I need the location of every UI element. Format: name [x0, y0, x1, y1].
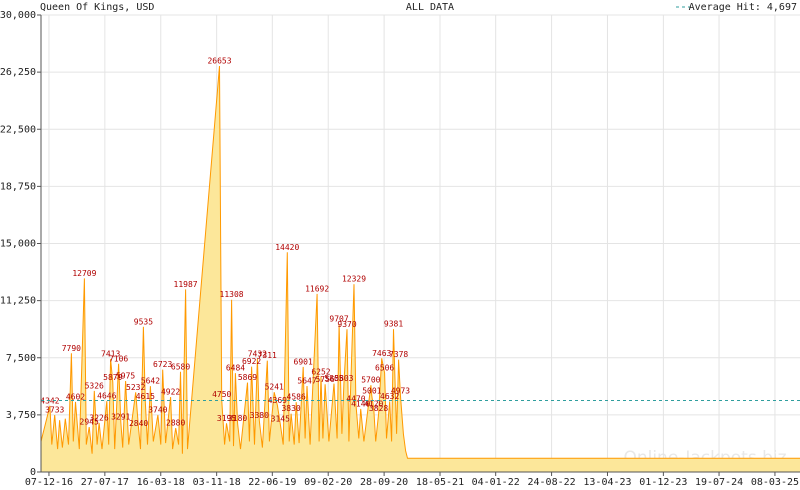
x-tick-label: 08-03-25: [751, 477, 799, 488]
data-label: 3380: [250, 411, 269, 420]
data-label: 7106: [109, 354, 128, 363]
data-label: 4632: [380, 392, 399, 401]
x-tick-label: 04-01-22: [472, 477, 520, 488]
data-label: 6901: [294, 357, 313, 366]
data-label: 4750: [212, 390, 231, 399]
data-label: 7311: [258, 351, 277, 360]
data-label: 4342: [40, 396, 59, 405]
x-tick-label: 22-06-19: [248, 477, 296, 488]
data-label: 9707: [329, 315, 348, 324]
data-label: 7378: [389, 350, 408, 359]
data-label: 5975: [116, 371, 135, 380]
data-label: 12709: [72, 269, 96, 278]
y-tick-label: 3,750: [6, 410, 36, 421]
data-label: 11308: [220, 290, 244, 299]
data-label: 3830: [281, 404, 300, 413]
data-label: 9381: [384, 320, 403, 329]
x-tick-label: 13-04-23: [583, 477, 631, 488]
data-label: 5700: [361, 376, 380, 385]
data-label: 5326: [85, 381, 104, 390]
data-label: 4973: [391, 387, 410, 396]
data-label: 2945: [80, 418, 99, 427]
data-label: 4140: [351, 399, 370, 408]
data-label: 4586: [287, 393, 306, 402]
data-label: 6484: [226, 364, 245, 373]
data-label: 5805: [324, 374, 343, 383]
x-tick-label: 18-05-21: [416, 477, 464, 488]
data-label: 9370: [337, 320, 356, 329]
chart-title: Queen Of Kings, USD: [40, 2, 154, 13]
data-label: 4470: [346, 394, 365, 403]
y-tick-label: 11,250: [0, 296, 36, 307]
data-label: 7463: [372, 349, 391, 358]
data-label: 6922: [242, 357, 261, 366]
data-label: 5803: [334, 374, 353, 383]
data-label: 11692: [305, 284, 329, 293]
legend-label: Average Hit: 4,697: [689, 2, 797, 13]
data-label: 11987: [174, 280, 198, 289]
line: [40, 65, 800, 459]
data-label: 7432: [248, 349, 267, 358]
data-label: 4615: [136, 392, 155, 401]
data-label: 4602: [66, 392, 85, 401]
data-label: 5756: [315, 375, 334, 384]
chart-subtitle: ALL DATA: [406, 2, 454, 13]
y-tick-label: 7,500: [6, 353, 36, 364]
data-label: 12329: [342, 275, 366, 284]
y-tick-label: 30,000: [0, 10, 36, 21]
data-label: 4922: [161, 388, 180, 397]
data-label: 9535: [134, 317, 153, 326]
data-label: 6580: [171, 362, 190, 371]
data-label: 3733: [45, 406, 64, 415]
x-tick-label: 09-02-20: [304, 477, 352, 488]
data-label: 7790: [62, 344, 81, 353]
data-label: 5001: [362, 386, 381, 395]
data-label: 3740: [148, 406, 167, 415]
x-tick-label: 07-12-16: [25, 477, 73, 488]
x-tick-label: 28-09-20: [360, 477, 408, 488]
y-tick-label: 26,250: [0, 67, 36, 78]
y-tick-label: 15,000: [0, 239, 36, 250]
data-label: 3180: [228, 414, 247, 423]
data-label: 3195: [217, 414, 236, 423]
data-label: 5232: [126, 383, 145, 392]
x-tick-label: 24-08-22: [527, 477, 575, 488]
data-label: 7413: [101, 350, 120, 359]
x-tick-label: 16-03-18: [137, 477, 185, 488]
data-label: 5647: [297, 376, 316, 385]
x-tick-label: 03-11-18: [193, 477, 241, 488]
data-label: 3145: [271, 415, 290, 424]
x-tick-label: 27-07-17: [81, 477, 129, 488]
data-label: 26653: [207, 56, 231, 65]
data-label: 4646: [97, 392, 116, 401]
data-label: 14420: [275, 243, 299, 252]
data-label: 3226: [89, 413, 108, 422]
data-label: 3828: [369, 404, 388, 413]
data-label: 5879: [103, 373, 122, 382]
data-label: 6252: [311, 367, 330, 376]
data-label: 6506: [375, 363, 394, 372]
y-tick-label: 18,750: [0, 181, 36, 192]
x-tick-label: 01-12-23: [639, 477, 687, 488]
data-label: 2840: [129, 419, 148, 428]
data-label: 5642: [141, 377, 160, 386]
y-tick-label: 22,500: [0, 124, 36, 135]
y-tick-label: 0: [30, 467, 36, 478]
data-label: 4120: [364, 400, 383, 409]
data-label: 5241: [265, 383, 284, 392]
data-label: 2880: [166, 419, 185, 428]
data-label: 6723: [153, 360, 172, 369]
x-tick-label: 19-07-24: [695, 477, 743, 488]
data-label: 5869: [238, 373, 257, 382]
data-label: 3291: [111, 412, 130, 421]
